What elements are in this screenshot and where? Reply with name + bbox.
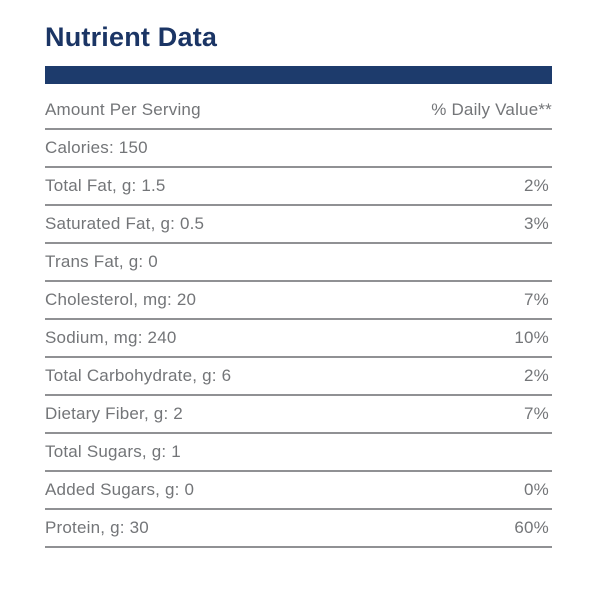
nutrient-label: Protein, g: 30 (45, 518, 149, 537)
nutrient-daily-value: 2% (524, 176, 549, 195)
nutrient-row-added-sugars: Added Sugars, g: 0 0% (45, 472, 552, 510)
nutrient-label: Trans Fat, g: 0 (45, 252, 158, 271)
nutrient-row-cholesterol: Cholesterol, mg: 20 7% (45, 282, 552, 320)
nutrient-daily-value: 7% (524, 290, 549, 309)
nutrient-label: Cholesterol, mg: 20 (45, 290, 197, 309)
nutrient-row-total-carbohydrate: Total Carbohydrate, g: 6 2% (45, 358, 552, 396)
title-underline-bar (45, 66, 552, 84)
nutrient-label: Added Sugars, g: 0 (45, 480, 195, 499)
nutrient-label: Total Fat, g: 1.5 (45, 176, 166, 195)
nutrient-row-total-fat: Total Fat, g: 1.5 2% (45, 168, 552, 206)
nutrient-row-dietary-fiber: Dietary Fiber, g: 2 7% (45, 396, 552, 434)
nutrient-row-sodium: Sodium, mg: 240 10% (45, 320, 552, 358)
nutrient-label: Calories: 150 (45, 138, 148, 157)
column-header-amount: Amount Per Serving (45, 100, 201, 119)
nutrient-row-trans-fat: Trans Fat, g: 0 (45, 244, 552, 282)
nutrient-row-protein: Protein, g: 30 60% (45, 510, 552, 548)
page-title: Nutrient Data (45, 22, 218, 52)
nutrient-label: Sodium, mg: 240 (45, 328, 177, 347)
nutrient-daily-value: 3% (524, 214, 549, 233)
nutrient-daily-value: 0% (524, 480, 549, 499)
nutrient-label: Total Carbohydrate, g: 6 (45, 366, 232, 385)
column-header-daily-value: % Daily Value** (431, 100, 552, 119)
nutrient-data-panel: Nutrient Data Amount Per Serving % Daily… (45, 0, 552, 548)
nutrient-label: Total Sugars, g: 1 (45, 442, 181, 461)
nutrient-row-calories: Calories: 150 (45, 130, 552, 168)
nutrient-daily-value: 7% (524, 404, 549, 423)
nutrient-label: Saturated Fat, g: 0.5 (45, 214, 205, 233)
nutrient-row-saturated-fat: Saturated Fat, g: 0.5 3% (45, 206, 552, 244)
nutrient-row-total-sugars: Total Sugars, g: 1 (45, 434, 552, 472)
table-header: Amount Per Serving % Daily Value** (45, 84, 552, 130)
nutrient-daily-value: 60% (514, 518, 549, 537)
nutrient-daily-value: 2% (524, 366, 549, 385)
nutrient-label: Dietary Fiber, g: 2 (45, 404, 183, 423)
nutrient-daily-value: 10% (514, 328, 549, 347)
